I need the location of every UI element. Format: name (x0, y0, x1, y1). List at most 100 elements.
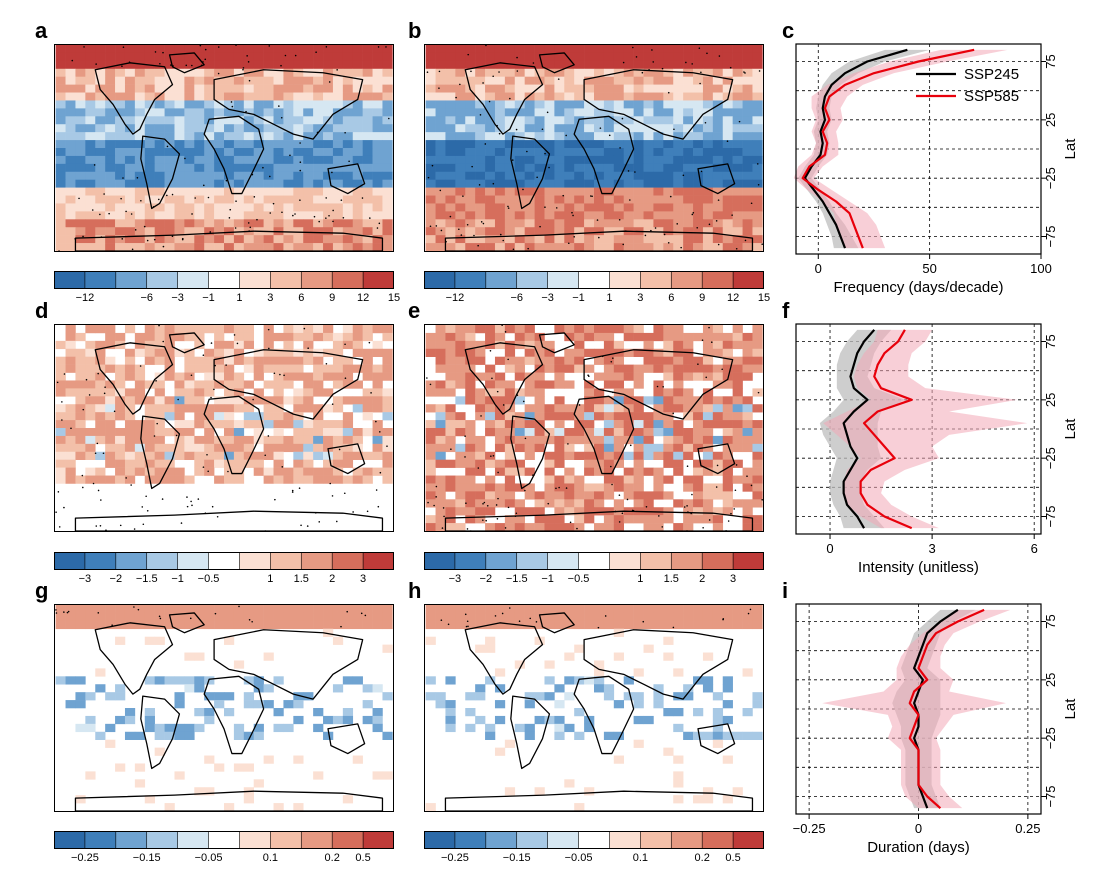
colorbar-swatch (670, 551, 703, 571)
y-tick-label: 75 (1043, 334, 1058, 348)
x-tick-label: 6 (1031, 541, 1038, 556)
colorbar-swatch (516, 270, 549, 290)
colorbar-tick-label: −1 (541, 573, 554, 585)
y-tick-label: −25 (1043, 447, 1058, 469)
map-frequency-ssp245 (54, 44, 394, 252)
colorbar-swatch (732, 830, 765, 850)
series-line-ssp585 (801, 48, 975, 249)
colorbar-tick-label: 3 (730, 573, 737, 585)
colorbar-swatch (270, 270, 303, 290)
y-axis-label: Lat (1062, 698, 1079, 720)
colorbar-swatch (516, 830, 549, 850)
colorbar-swatch (640, 551, 673, 571)
colorbar-swatch (177, 270, 210, 290)
y-tick-label: −75 (1043, 505, 1058, 527)
colorbar-swatch (146, 551, 179, 571)
colorbar-swatch (609, 830, 642, 850)
colorbar-tick-label: −0.15 (132, 852, 161, 864)
series-line-ssp585 (908, 608, 985, 809)
colorbar-tick-label: −1 (572, 292, 585, 304)
colorbar-tick-label: 3 (267, 292, 274, 304)
colorbar-duration-g (53, 830, 395, 850)
colorbar-tick-label: 1 (236, 292, 243, 304)
colorbar-tick-label: −3 (171, 292, 184, 304)
legend: SSP245 SSP585 (916, 66, 1019, 105)
x-tick-label: 3 (928, 541, 935, 556)
colorbar-swatch (732, 270, 765, 290)
map-duration-ssp585 (424, 604, 764, 812)
colorbar-swatch (270, 830, 303, 850)
y-tick-label: −25 (1043, 167, 1058, 189)
colorbar-tick-label: −0.05 (564, 852, 593, 864)
colorbar-swatch (177, 551, 210, 571)
colorbar-ticks-b: −12 −6 −3 −1 1 3 6 9 12 15 (424, 292, 771, 306)
x-axis-label: Intensity (unitless) (858, 559, 979, 576)
colorbar-swatch (609, 551, 642, 571)
colorbar-swatch (362, 270, 395, 290)
colorbar-tick-label: 0.2 (324, 852, 340, 864)
colorbar-swatch (454, 270, 487, 290)
colorbar-swatch (547, 830, 580, 850)
y-tick-label: 75 (1043, 54, 1058, 68)
colorbar-tick-label: −1.5 (135, 573, 158, 585)
coastline-outlines (444, 612, 754, 811)
colorbar-swatch (454, 551, 487, 571)
map-intensity-ssp585 (424, 324, 764, 532)
colorbar-swatch (146, 830, 179, 850)
colorbar-swatch (146, 270, 179, 290)
colorbar-intensity-e (423, 551, 765, 571)
colorbar-tick-label: 6 (668, 292, 675, 304)
colorbar-tick-label: 12 (356, 292, 370, 304)
colorbar-tick-label: −0.5 (197, 573, 220, 585)
plot-frame (795, 323, 1042, 535)
coastline-outlines (444, 332, 754, 531)
colorbar-tick-label: −3 (448, 573, 462, 585)
colorbar-tick-label: 0.1 (262, 852, 279, 864)
colorbar-swatch (177, 830, 210, 850)
colorbar-tick-label: −0.15 (502, 852, 531, 864)
colorbar-swatch (701, 551, 734, 571)
uncertainty-band-ssp585 (823, 329, 1028, 529)
panel-label-h: h (408, 578, 422, 603)
colorbar-tick-label: 9 (699, 292, 706, 304)
colorbar-tick-label: 0.5 (355, 852, 371, 864)
colorbar-swatch (331, 551, 364, 571)
x-axis-label: Frequency (days/decade) (833, 279, 1003, 296)
colorbar-frequency-b (423, 270, 765, 290)
uncertainty-band-ssp585 (793, 49, 1008, 249)
panel-label-d: d (35, 298, 49, 323)
y-axis-label: Lat (1062, 138, 1079, 160)
panel-label-b: b (408, 18, 422, 43)
colorbar-tick-label: −3 (541, 292, 554, 304)
colorbar-tick-label: 1.5 (293, 573, 309, 585)
plot-frame (795, 43, 1042, 255)
y-tick-label: 25 (1043, 673, 1058, 687)
colorbar-tick-label: 1 (606, 292, 613, 304)
colorbar-tick-label: −1 (171, 573, 184, 585)
colorbar-swatch (516, 551, 549, 571)
colorbar-swatch (331, 830, 364, 850)
colorbar-swatch (732, 551, 765, 571)
colorbar-swatch (300, 270, 333, 290)
y-axis-label: Lat (1062, 418, 1079, 440)
colorbar-intensity-d (53, 551, 395, 571)
colorbar-swatch (115, 551, 148, 571)
legend-label: SSP245 (964, 66, 1019, 83)
colorbar-swatch (53, 830, 86, 850)
panel-label-c: c (782, 18, 795, 43)
legend-label: SSP585 (964, 88, 1019, 105)
colorbar-swatch (640, 830, 673, 850)
x-tick-label: 0 (826, 541, 833, 556)
colorbar-swatch (331, 270, 364, 290)
colorbar-swatch (239, 270, 272, 290)
x-tick-label: 100 (1030, 261, 1052, 276)
colorbar-ticks-h: −0.25 −0.15 −0.05 0.1 0.2 0.5 (424, 852, 764, 866)
colorbar-swatch (670, 830, 703, 850)
series-line-ssp245 (803, 48, 908, 249)
x-tick-label: 0.25 (1015, 821, 1040, 836)
colorbar-tick-label: −1.5 (505, 573, 528, 585)
colorbar-tick-label: −0.05 (194, 852, 223, 864)
colorbar-tick-label: 12 (726, 292, 740, 304)
panel-label-g: g (35, 578, 49, 603)
colorbar-tick-label: −12 (445, 292, 465, 304)
